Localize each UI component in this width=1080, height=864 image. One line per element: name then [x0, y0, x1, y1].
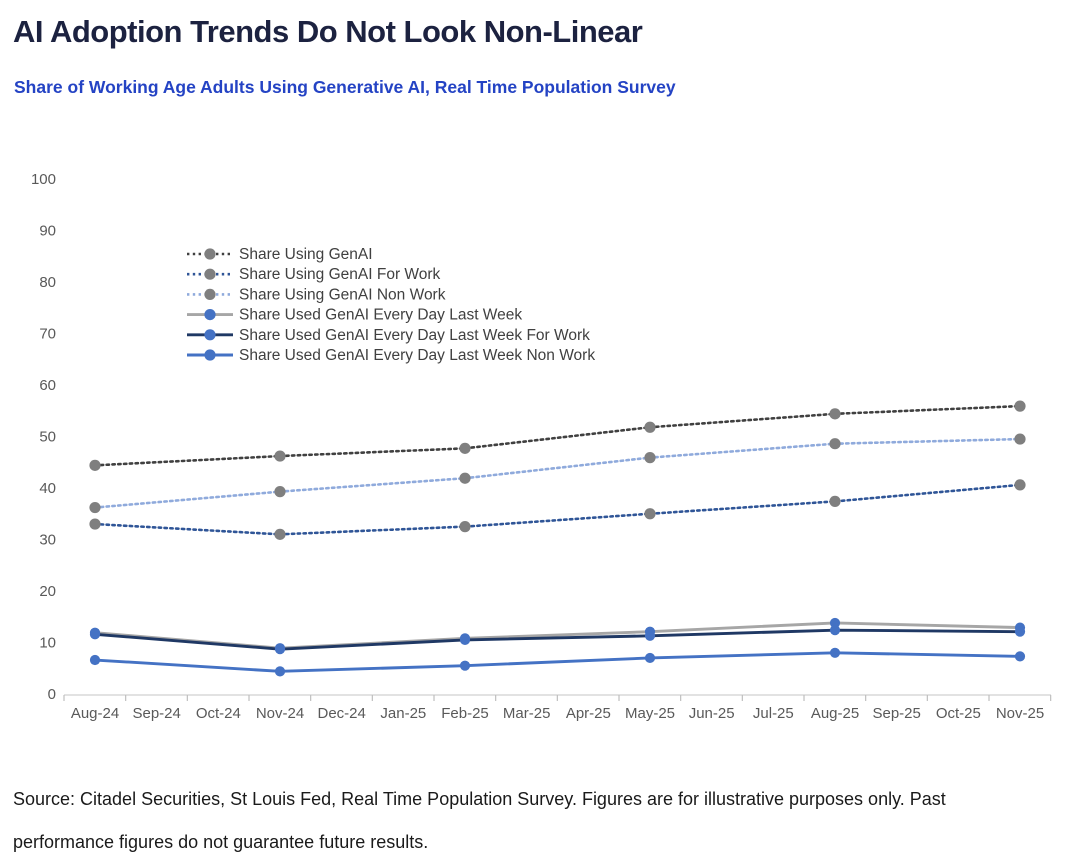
series-line: [93, 483, 1022, 536]
data-point-marker: [829, 647, 841, 658]
y-axis-label: 40: [39, 480, 56, 497]
x-axis-label: Nov-25: [996, 705, 1044, 722]
data-point-marker: [89, 459, 101, 471]
data-point-marker: [829, 625, 841, 636]
x-axis-label: Jan-25: [380, 705, 426, 722]
series-line: [93, 404, 1022, 467]
series-line: [93, 651, 1022, 673]
data-point-marker: [274, 666, 286, 677]
legend-swatch-marker: [204, 288, 216, 300]
x-axis-label: Oct-25: [936, 705, 981, 722]
data-point-marker: [1014, 433, 1026, 445]
y-axis-label: 100: [31, 171, 56, 188]
legend-label: Share Using GenAI: [239, 246, 373, 263]
x-axis-label: May-25: [625, 705, 675, 722]
legend-label: Share Used GenAI Every Day Last Week Non…: [239, 347, 595, 364]
data-point-marker: [644, 630, 656, 641]
y-axis-label: 90: [39, 223, 56, 240]
data-point-marker: [644, 652, 656, 664]
x-axis-label: Apr-25: [566, 705, 611, 722]
data-point-marker: [459, 634, 471, 646]
x-axis-label: Feb-25: [441, 705, 489, 722]
data-point-marker: [459, 472, 471, 484]
x-axis-label: Aug-24: [71, 705, 119, 722]
data-point-marker: [644, 452, 656, 464]
y-axis-label: 80: [39, 274, 56, 291]
data-point-marker: [829, 495, 841, 507]
x-axis-label: Sep-25: [872, 705, 920, 722]
data-point-marker: [644, 508, 656, 520]
data-point-marker: [274, 450, 286, 462]
data-point-marker: [1014, 651, 1026, 662]
legend-swatch-marker: [204, 349, 216, 361]
data-point-marker: [829, 438, 841, 450]
source-line-2: performance figures do not guarantee fut…: [13, 832, 429, 852]
data-point-marker: [459, 660, 471, 671]
x-axis-label: Jul-25: [753, 705, 794, 722]
chart-canvas: 0 10 20 30 40 50 60 70 80 90 100 Aug-24 Sep-24 Oct-24…: [31, 171, 1052, 722]
page-title: AI Adoption Trends Do Not Look Non-Linea…: [13, 14, 643, 49]
data-point-marker: [89, 501, 101, 514]
legend-item: Share Used GenAI Every Day Last Week: [187, 307, 522, 324]
line-chart: 0 10 20 30 40 50 60 70 80 90 100 Aug-24 Sep-24 Oct-24…: [0, 150, 1080, 750]
legend-swatch-marker: [204, 248, 216, 260]
legend-item: Share Using GenAI: [187, 246, 373, 263]
x-axis-label: Dec-24: [317, 705, 365, 722]
legend-item: Share Used GenAI Every Day Last Week For…: [187, 327, 590, 344]
data-point-marker: [274, 528, 286, 540]
y-axis-label: 30: [39, 532, 56, 549]
legend-item: Share Used GenAI Every Day Last Week Non…: [187, 347, 595, 364]
legend-item: Share Using GenAI Non Work: [187, 286, 446, 303]
data-point-marker: [274, 486, 286, 498]
data-point-marker: [274, 644, 286, 655]
y-axis-label: 20: [39, 583, 56, 600]
y-axis-label: 10: [39, 635, 56, 652]
legend-label: Share Using GenAI For Work: [239, 266, 441, 283]
legend-label: Share Used GenAI Every Day Last Week For…: [239, 327, 590, 344]
x-axis-label: Oct-24: [196, 705, 241, 722]
legend-swatch-marker: [204, 329, 216, 341]
x-axis-label: Jun-25: [689, 705, 735, 722]
data-point-marker: [829, 617, 841, 629]
x-axis-label: Mar-25: [503, 705, 551, 722]
source-note: Source: Citadel Securities, St Louis Fed…: [13, 778, 1069, 864]
data-point-marker: [1014, 479, 1026, 491]
data-point-marker: [89, 629, 101, 640]
legend-label: Share Using GenAI Non Work: [239, 286, 446, 303]
x-axis-label: Aug-25: [811, 705, 859, 722]
data-point-marker: [1014, 400, 1026, 412]
legend-label: Share Used GenAI Every Day Last Week: [239, 307, 522, 324]
source-line-1: Source: Citadel Securities, St Louis Fed…: [13, 789, 946, 809]
legend-item: Share Using GenAI For Work: [187, 266, 441, 283]
data-point-marker: [829, 408, 841, 420]
data-point-marker: [89, 654, 101, 666]
legend-swatch-marker: [204, 309, 216, 321]
data-point-marker: [459, 442, 471, 454]
data-point-marker: [1014, 626, 1026, 637]
y-axis-label: 0: [48, 686, 56, 703]
data-point-marker: [89, 518, 101, 530]
data-point-marker: [644, 421, 656, 433]
x-axis-label: Sep-24: [132, 705, 180, 722]
series-line: [93, 437, 1022, 509]
x-axis-label: Nov-24: [256, 705, 304, 722]
chart-subtitle: Share of Working Age Adults Using Genera…: [14, 77, 676, 97]
y-axis-label: 70: [39, 326, 56, 343]
legend-swatch-marker: [204, 268, 216, 280]
series-line: [93, 628, 1022, 651]
y-axis-label: 50: [39, 429, 56, 446]
data-point-marker: [459, 521, 471, 533]
y-axis-label: 60: [39, 377, 56, 394]
